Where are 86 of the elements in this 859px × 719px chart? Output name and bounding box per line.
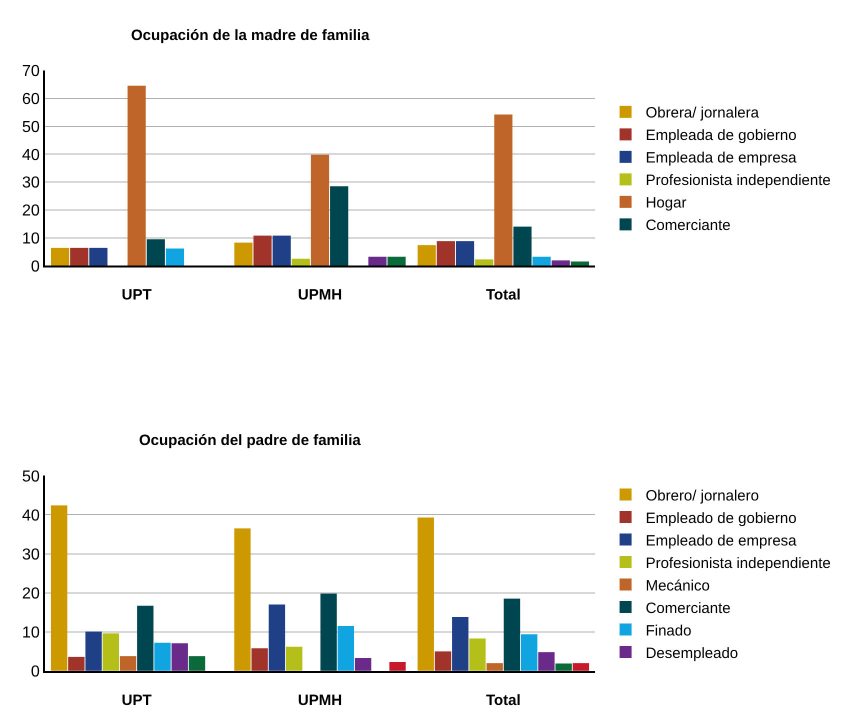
bar bbox=[68, 656, 85, 671]
x-tick-label: Total bbox=[486, 692, 521, 709]
chart-title: Ocupación de la madre de familia bbox=[131, 27, 370, 44]
legend-label: Profesionista independiente bbox=[646, 172, 831, 190]
y-tick-label: 10 bbox=[22, 624, 40, 642]
bar bbox=[172, 643, 188, 671]
bar bbox=[102, 633, 119, 671]
bar bbox=[234, 528, 251, 671]
bar bbox=[555, 664, 572, 671]
bar bbox=[234, 242, 252, 266]
bar bbox=[456, 241, 474, 266]
bar bbox=[469, 638, 486, 671]
bar bbox=[418, 245, 436, 266]
bar bbox=[89, 248, 108, 266]
legend-label: Comerciante bbox=[646, 600, 731, 617]
bar bbox=[137, 606, 154, 671]
y-tick-label: 10 bbox=[22, 230, 40, 248]
bar bbox=[434, 651, 452, 671]
x-tick-label: UPMH bbox=[298, 286, 342, 304]
legend-label: Obrero/ jornalero bbox=[646, 487, 759, 504]
legend-label: Desempleado bbox=[646, 644, 738, 662]
x-tick-label: Total bbox=[486, 286, 521, 304]
bar bbox=[354, 658, 372, 671]
y-tick-label: 30 bbox=[22, 174, 40, 192]
legend-label: Obrera/ jornalera bbox=[646, 104, 760, 122]
chart-title: Ocupación del padre de familia bbox=[139, 432, 362, 449]
bar bbox=[188, 656, 206, 671]
bar bbox=[452, 617, 468, 671]
legend-label: Profesionista independiente bbox=[646, 554, 831, 572]
bar bbox=[538, 652, 555, 671]
bar bbox=[310, 154, 330, 266]
legend-label: Mecánico bbox=[646, 577, 710, 594]
y-tick-label: 40 bbox=[22, 507, 40, 524]
bar bbox=[494, 114, 512, 266]
bar bbox=[320, 594, 337, 671]
bar bbox=[338, 626, 354, 671]
bar bbox=[50, 505, 68, 671]
bar bbox=[504, 598, 520, 671]
bar bbox=[154, 642, 171, 671]
legend-label: Finado bbox=[646, 622, 692, 640]
y-tick-label: 0 bbox=[30, 258, 40, 276]
bar bbox=[166, 248, 184, 266]
bar bbox=[330, 186, 348, 266]
x-tick-label: UPT bbox=[122, 692, 152, 709]
bar bbox=[50, 248, 70, 266]
bar bbox=[120, 656, 136, 671]
bar bbox=[70, 248, 88, 266]
bar bbox=[292, 258, 310, 266]
bar bbox=[268, 604, 286, 671]
bar bbox=[253, 236, 272, 266]
bar bbox=[85, 631, 102, 671]
bar bbox=[389, 662, 406, 671]
bar bbox=[146, 239, 165, 266]
y-tick-label: 30 bbox=[22, 546, 40, 564]
x-tick-label: UPT bbox=[122, 286, 152, 304]
bar bbox=[128, 86, 146, 266]
bar bbox=[388, 256, 406, 266]
y-tick-label: 20 bbox=[22, 585, 40, 602]
y-tick-label: 60 bbox=[22, 90, 40, 108]
bar bbox=[513, 226, 532, 266]
y-tick-label: 40 bbox=[22, 146, 40, 164]
bar bbox=[521, 634, 538, 671]
bar bbox=[368, 256, 387, 266]
bar bbox=[486, 663, 503, 671]
legend-label: Empleado de empresa bbox=[646, 532, 798, 550]
y-tick-label: 20 bbox=[22, 202, 40, 220]
bar bbox=[552, 260, 570, 266]
legend-label: Empleada de empresa bbox=[646, 150, 798, 167]
legend-label: Hogar bbox=[646, 194, 686, 212]
legend-label: Empleado de gobierno bbox=[646, 510, 797, 527]
bar bbox=[572, 663, 590, 671]
legend-label: Comerciante bbox=[646, 217, 731, 234]
bar bbox=[252, 648, 268, 671]
bar bbox=[436, 241, 455, 266]
x-tick-label: UPMH bbox=[298, 692, 342, 709]
y-tick-label: 0 bbox=[30, 664, 40, 681]
y-tick-label: 50 bbox=[22, 118, 40, 136]
bar bbox=[286, 646, 302, 671]
y-tick-label: 50 bbox=[22, 468, 40, 486]
y-tick-label: 70 bbox=[22, 63, 40, 80]
bar bbox=[418, 517, 434, 671]
bar bbox=[475, 259, 494, 266]
bar bbox=[570, 262, 590, 266]
legend-label: Empleada de gobierno bbox=[646, 127, 797, 144]
bar bbox=[272, 236, 291, 266]
bar bbox=[532, 256, 551, 266]
